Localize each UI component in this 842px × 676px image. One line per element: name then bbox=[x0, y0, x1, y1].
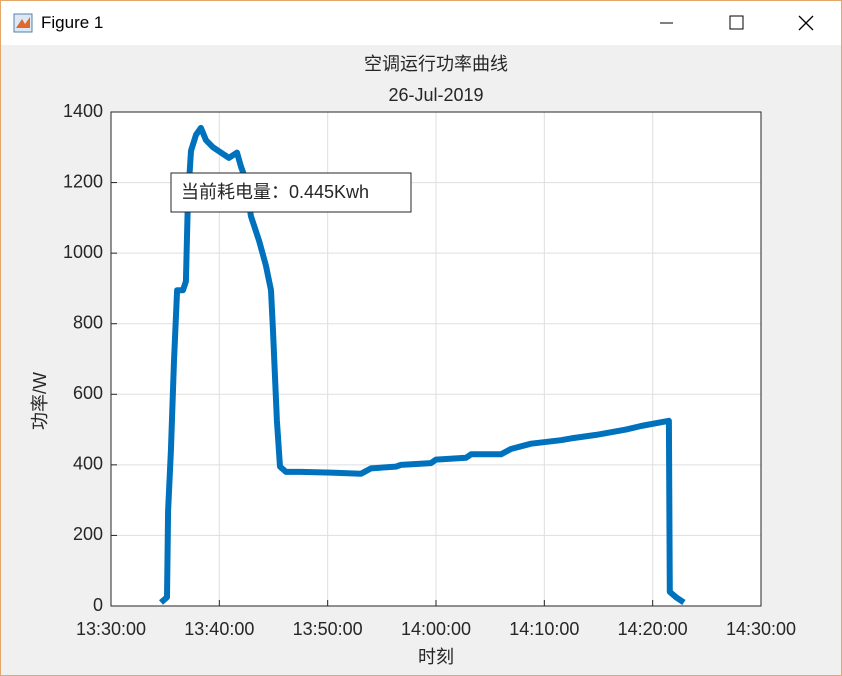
y-tick-label: 1000 bbox=[63, 242, 103, 262]
y-tick-label: 1400 bbox=[63, 101, 103, 121]
x-axis-label: 时刻 bbox=[418, 647, 454, 667]
y-tick-label: 1200 bbox=[63, 171, 103, 191]
y-tick-label: 600 bbox=[73, 383, 103, 403]
y-tick-label: 800 bbox=[73, 312, 103, 332]
maximize-button[interactable] bbox=[713, 1, 759, 45]
annotation: 当前耗电量：0.445Kwh bbox=[181, 182, 369, 202]
x-tick-label: 13:40:00 bbox=[184, 619, 254, 639]
chart: 空调运行功率曲线 26-Jul-2019 时刻 功率/W 0 200 400 600 8… bbox=[30, 54, 796, 667]
app-icon bbox=[13, 13, 33, 33]
y-tick-label: 400 bbox=[73, 454, 103, 474]
minimize-button[interactable] bbox=[643, 1, 689, 45]
annotation-box bbox=[170, 172, 412, 213]
chart-subtitle: 26-Jul-2019 bbox=[388, 85, 483, 105]
x-tick-label: 14:00:00 bbox=[401, 619, 471, 639]
x-tick-label: 14:10:00 bbox=[509, 619, 579, 639]
x-tick-label: 13:30:00 bbox=[76, 619, 146, 639]
axes-box bbox=[110, 111, 762, 607]
window-title: Figure 1 bbox=[41, 13, 104, 32]
close-button[interactable] bbox=[783, 1, 829, 45]
y-axis-label: 功率/W bbox=[30, 372, 50, 430]
x-tick-label: 13:50:00 bbox=[293, 619, 363, 639]
x-tick-label: 14:30:00 bbox=[726, 619, 796, 639]
y-tick-label: 200 bbox=[73, 524, 103, 544]
chart-title: 空调运行功率曲线 bbox=[364, 54, 508, 74]
y-tick-label: 0 bbox=[93, 595, 103, 615]
title-bar: Figure 1 bbox=[1, 1, 841, 45]
x-tick-label: 14:20:00 bbox=[618, 619, 688, 639]
